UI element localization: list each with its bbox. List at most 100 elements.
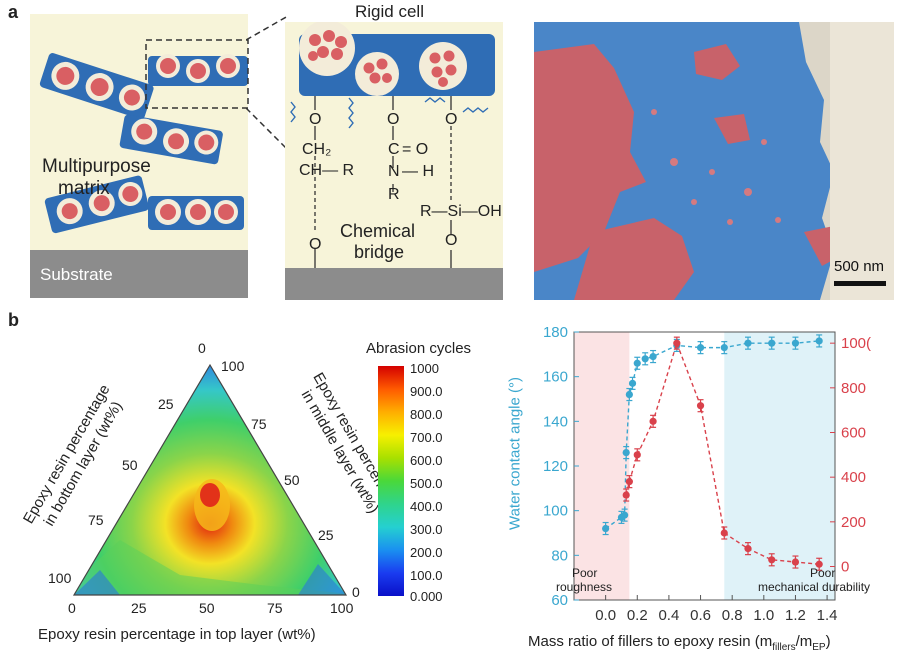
colorbar-tick: 300.0 bbox=[410, 522, 443, 537]
ternary-tick-right: 50 bbox=[284, 472, 300, 488]
y-right-tick-label: 0 bbox=[841, 559, 849, 576]
wca-point bbox=[815, 337, 823, 345]
bridge-label-2: bridge bbox=[354, 242, 405, 262]
abrasion-point bbox=[720, 529, 728, 537]
matrix-label-2: matrix bbox=[58, 178, 110, 199]
wca-point bbox=[696, 344, 705, 352]
ternary-tick-left: 25 bbox=[158, 396, 174, 412]
y-right-tick-label: 200 bbox=[841, 514, 866, 531]
ternary-tick-bottom: 0 bbox=[68, 600, 76, 616]
ternary-tick-right: 25 bbox=[318, 527, 334, 543]
colorbar-tick: 200.0 bbox=[410, 545, 443, 560]
x-tick-label: 0.2 bbox=[627, 607, 648, 624]
y-left-tick-label: 160 bbox=[543, 369, 568, 386]
ternary-tick-right: 100 bbox=[221, 358, 245, 374]
chain1-o2: O bbox=[309, 236, 322, 253]
ternary-tick-right: 75 bbox=[251, 416, 267, 432]
colorbar-tick: 100.0 bbox=[410, 568, 443, 583]
chain3-o1: O bbox=[445, 111, 458, 128]
zoom-box bbox=[145, 39, 249, 109]
rigid-cell-title: Rigid cell bbox=[355, 2, 424, 21]
x-tick-label: 1.0 bbox=[753, 607, 774, 624]
wca-point bbox=[602, 524, 610, 533]
y-left-tick-label: 120 bbox=[543, 458, 568, 475]
colorbar-tick: 900.0 bbox=[410, 384, 443, 399]
schematic-left bbox=[30, 14, 249, 298]
ternary-tick-left: 50 bbox=[122, 457, 138, 473]
xlabel-sub-fillers: fillers bbox=[772, 642, 796, 653]
scale-bar bbox=[834, 281, 886, 286]
colorbar-tick: 800.0 bbox=[410, 407, 443, 422]
ternary-tick-left: 75 bbox=[88, 512, 104, 528]
colorbar-title: Abrasion cycles bbox=[366, 340, 472, 357]
xlabel-main: Mass ratio of fillers to epoxy resin (m bbox=[528, 633, 773, 650]
ternary-tick-right: 0 bbox=[352, 584, 360, 600]
wca-point bbox=[621, 511, 629, 519]
abrasion-point bbox=[625, 478, 633, 486]
y-right-tick-label: 100( bbox=[841, 335, 871, 352]
y-left-tick-label: 80 bbox=[551, 547, 568, 564]
matrix-block bbox=[39, 53, 248, 234]
wca-point bbox=[744, 339, 752, 347]
ternary-tick-bottom: 25 bbox=[131, 600, 147, 616]
chain1-o1: O bbox=[309, 111, 322, 128]
colorbar-ticks: 1000 900.0 800.0 700.0 600.0 500.0 400.0… bbox=[410, 361, 470, 604]
ternary-tick-left: 0 bbox=[198, 340, 206, 356]
y-right-tick-label: 400 bbox=[841, 469, 866, 486]
chain2-o: O bbox=[387, 111, 400, 128]
y-right-tick-label: 600 bbox=[841, 425, 866, 442]
region-poor-roughness bbox=[574, 332, 630, 600]
region-left-label-2: roughness bbox=[556, 580, 613, 594]
wca-point bbox=[622, 449, 630, 457]
line-chart-ylabel-left: Water contact angle (°) bbox=[506, 377, 524, 531]
abrasion-point bbox=[696, 402, 705, 410]
colorbar-tick: 1000 bbox=[410, 361, 439, 376]
scale-bar-label: 500 nm bbox=[834, 258, 885, 275]
wca-point bbox=[791, 339, 800, 347]
ternary-tick-bottom: 100 bbox=[330, 600, 354, 616]
line-chart: 60 80 100 120 140 160 180 0 200 400 600 800 100(0.0 0… bbox=[543, 324, 871, 624]
abrasion-point bbox=[673, 339, 681, 347]
chain1-chr: CH— R bbox=[299, 162, 355, 179]
chain2-h: — H bbox=[402, 163, 434, 180]
colorbar-tick: 700.0 bbox=[410, 430, 443, 445]
abrasion-point bbox=[791, 558, 800, 566]
ternary-plot bbox=[72, 363, 348, 596]
matrix-label-1: Multipurpose bbox=[42, 156, 151, 177]
wca-point bbox=[641, 355, 649, 363]
chain2-c: C bbox=[388, 141, 400, 158]
x-tick-label: 1.4 bbox=[817, 607, 838, 624]
zoom-connectors bbox=[246, 15, 289, 151]
colorbar-tick: 600.0 bbox=[410, 453, 443, 468]
chain3-o2: O bbox=[445, 232, 458, 249]
wca-point bbox=[768, 339, 776, 347]
schematic-middle bbox=[285, 22, 503, 300]
chain2-n: N bbox=[388, 163, 400, 180]
wca-line bbox=[605, 340, 820, 530]
bridge-label-1: Chemical bbox=[340, 221, 416, 241]
x-tick-label: 0.4 bbox=[658, 607, 679, 624]
x-tick-label: 0.0 bbox=[595, 607, 616, 624]
line-chart-xlabel: Mass ratio of fillers to epoxy resin (mf… bbox=[528, 633, 831, 653]
wca-point bbox=[720, 344, 728, 352]
ternary-tick-bottom: 75 bbox=[267, 600, 283, 616]
y-left-tick-label: 140 bbox=[543, 413, 568, 430]
colorbar-tick: 0.000 bbox=[410, 589, 443, 604]
chain2-r: R bbox=[388, 186, 400, 203]
y-right-tick-label: 800 bbox=[841, 380, 866, 397]
substrate-label: Substrate bbox=[40, 265, 113, 284]
colorbar-tick: 400.0 bbox=[410, 499, 443, 514]
ternary-xlabel: Epoxy resin percentage in top layer (wt%… bbox=[38, 626, 316, 643]
wca-point bbox=[649, 352, 657, 361]
ternary-tick-bottom: 50 bbox=[199, 600, 215, 616]
chain2-eq-o: = O bbox=[402, 141, 429, 158]
abrasion-point bbox=[744, 545, 752, 553]
wca-point bbox=[633, 359, 641, 367]
x-tick-label: 1.2 bbox=[785, 607, 806, 624]
panel-b-letter: b bbox=[8, 310, 19, 330]
xlabel-end: ) bbox=[825, 633, 831, 650]
chain3-si: R—Si—OH bbox=[420, 203, 502, 220]
x-tick-label: 0.6 bbox=[690, 607, 711, 624]
abrasion-point bbox=[768, 556, 776, 564]
ternary-tick-left: 100 bbox=[48, 570, 72, 586]
